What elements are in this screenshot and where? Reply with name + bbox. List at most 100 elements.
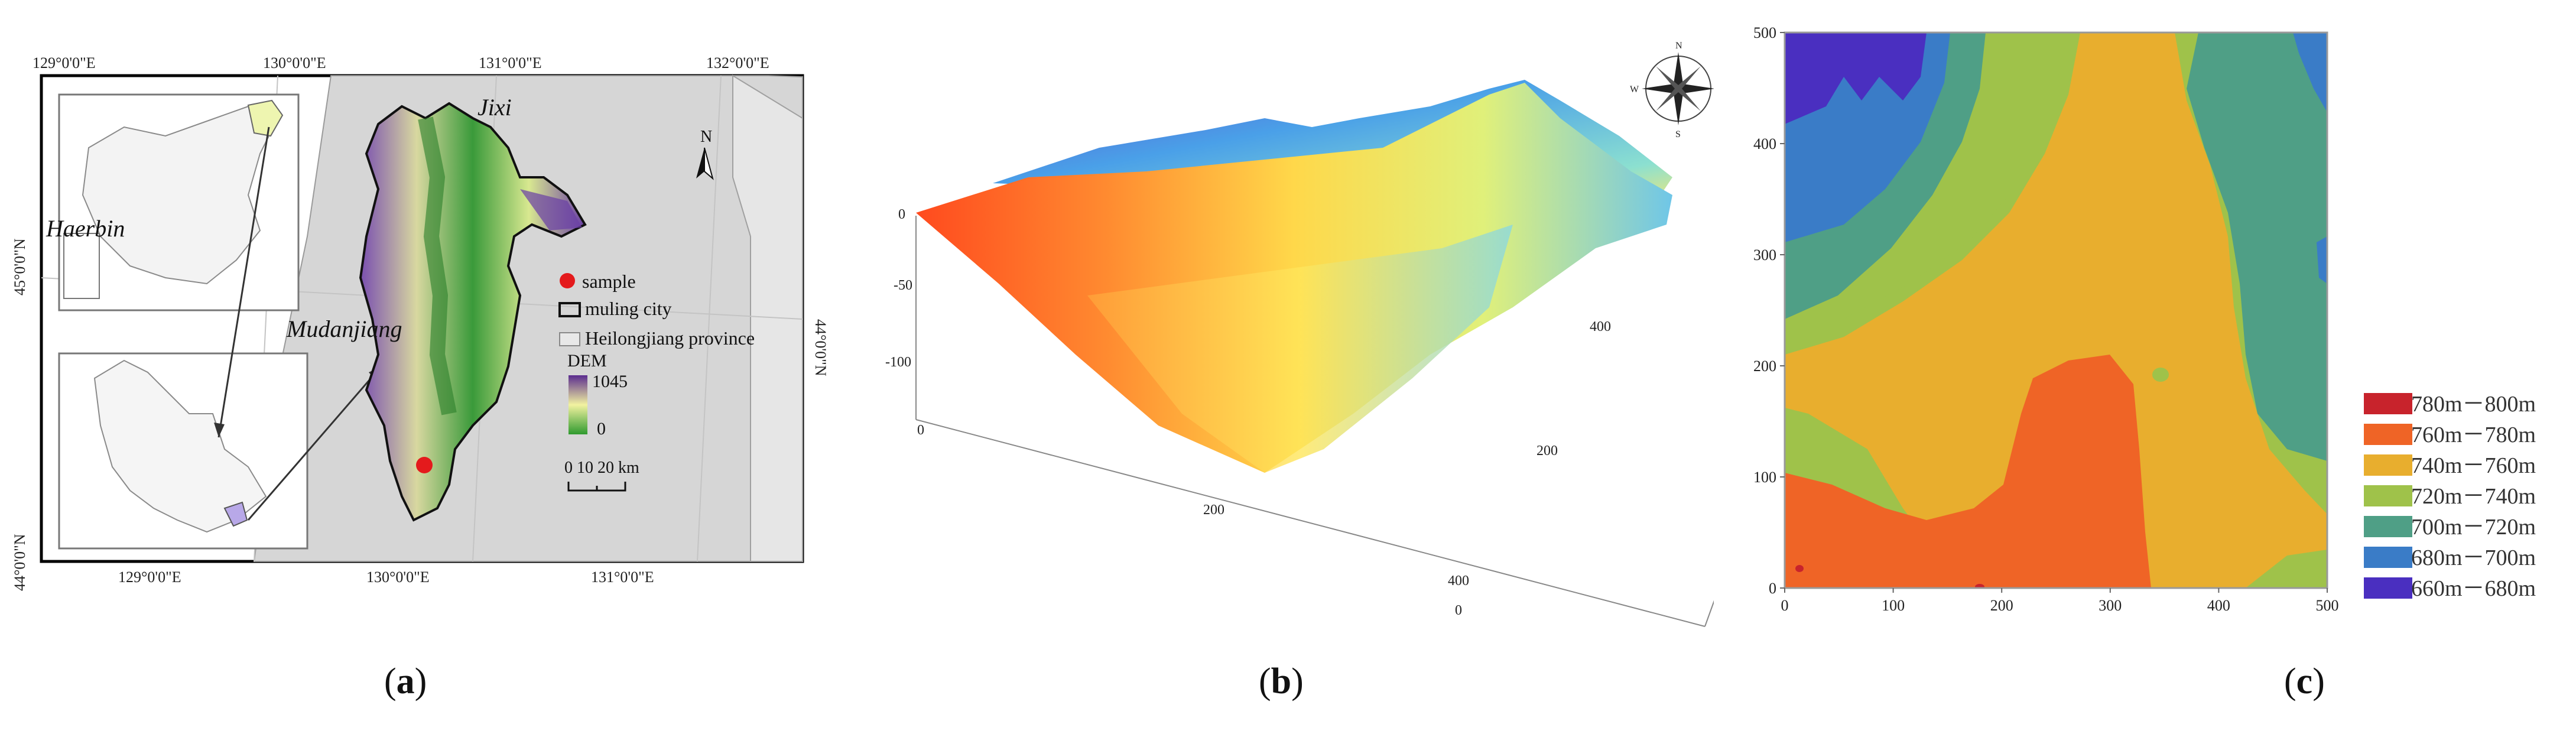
graticule-line: [697, 75, 722, 562]
compass-rose-icon: N S E W: [1630, 41, 1723, 139]
contour-legend: 780m－800m 760m－780m 740m－760m 720m－740m 700m…: [2364, 392, 2536, 601]
north-arrow-icon: [696, 148, 704, 178]
y-tick-label: 500: [1753, 24, 1776, 41]
contour-spot-780-800: [1975, 584, 1984, 588]
x-tick-label: 200: [1990, 597, 2013, 614]
arrow-china-to-province: [217, 126, 270, 438]
contour-band-680-700-edge: [2317, 236, 2327, 284]
z-tick-label: 0: [898, 207, 905, 222]
x-tick-label: 500: [2316, 597, 2339, 614]
svg-text:S: S: [1675, 129, 1681, 139]
y-tick-label: 400: [1590, 319, 1611, 334]
contour-band-660-680: [1785, 33, 1927, 124]
panel-a-location-map: 129°0'0"E 130°0'0"E 131°0'0"E 132°0'0"E …: [0, 0, 829, 731]
lat-label-left-2: 44°0'0"N: [11, 534, 28, 591]
muling-location: [223, 501, 248, 527]
legend-muling-label: muling city: [585, 298, 672, 319]
legend-province-label: Heilongjiang province: [585, 327, 755, 349]
x-tick-label: 400: [2207, 597, 2230, 614]
legend-swatch: [2364, 577, 2412, 599]
legend-dem-title: DEM: [567, 351, 607, 371]
caption-b: (b): [1259, 661, 1304, 701]
location-map-svg: 129°0'0"E 130°0'0"E 131°0'0"E 132°0'0"E …: [11, 54, 829, 591]
heilongjiang-outline: [93, 359, 267, 533]
north-arrow-icon-half: [704, 147, 714, 180]
city-label-mudanjiang: Mudanjiang: [286, 316, 402, 342]
arrow-province-to-city: [247, 366, 382, 521]
muling-city-dem: [359, 102, 587, 522]
plot-frame: [1784, 31, 2328, 589]
z-tick-label: -50: [894, 278, 912, 293]
caption-a: (a): [384, 661, 427, 701]
contour-plot-area: [1785, 33, 2327, 588]
x-tick-label: 400: [1448, 573, 1469, 589]
y-tick-label: 300: [1753, 246, 1776, 264]
legend-dem-ramp: [569, 375, 587, 434]
legend-province-icon: [559, 332, 580, 346]
contour-band-680-700-right: [2293, 33, 2327, 112]
scale-bar-label: 0 10 20 km: [564, 459, 639, 477]
sample-point: [416, 457, 433, 473]
caption-c: (c): [2284, 661, 2325, 701]
legend-label: 780m－800m: [2411, 392, 2536, 417]
panel-b-3d-terrain: 0 -50 -100 0 200 400 0 200 400 N S E W: [851, 0, 1782, 731]
legend-swatch: [2364, 547, 2412, 568]
china-outline: [82, 102, 279, 285]
x-tick-label: 0: [1781, 597, 1789, 614]
city-label-jixi: Jixi: [477, 94, 512, 121]
contour-spot-780-800: [1795, 565, 1804, 572]
lat-label-left-1: 45°0'0"N: [11, 238, 28, 295]
neighbor-region: [732, 74, 803, 562]
contour-band-740-760: [1785, 33, 2327, 588]
legend-label: 660m－680m: [2411, 576, 2536, 601]
lon-label-bottom-3: 131°0'0"E: [591, 569, 654, 586]
inset-south-sea: [63, 233, 100, 299]
legend-swatch: [2364, 424, 2412, 445]
panel-c-contour-map: 0 100 200 300 400 500 0 100 200 300 400 500 780m－80…: [1726, 0, 2576, 731]
terrain-front-slope: [1087, 225, 1513, 473]
z-tick-label: -100: [885, 355, 911, 370]
legend-swatch: [2364, 516, 2412, 537]
dem-valley: [418, 116, 457, 415]
lon-label-top-3: 131°0'0"E: [479, 54, 542, 72]
contour-svg: 0 100 200 300 400 500 0 100 200 300 400 500 780m－80…: [1753, 24, 2536, 614]
y-tick-label: 400: [1753, 135, 1776, 152]
contour-band-corner: [2246, 550, 2327, 588]
legend-label: 760m－780m: [2411, 423, 2536, 447]
y-tick-label: 0: [1769, 580, 1776, 597]
contour-band-700-720-right: [2187, 33, 2327, 461]
legend-dem-max: 1045: [592, 372, 628, 391]
dem-highland: [520, 189, 582, 230]
x-tick-label: 100: [1882, 597, 1905, 614]
legend-muling-icon: [558, 302, 581, 317]
lon-label-top-1: 129°0'0"E: [33, 54, 96, 72]
y-tick-label: 0: [1455, 603, 1462, 618]
legend-label: 700m－720m: [2411, 515, 2536, 540]
legend-dem-min: 0: [597, 419, 606, 439]
x-axis-line: [915, 419, 1706, 627]
north-label: N: [700, 128, 712, 146]
svg-text:N: N: [1675, 41, 1682, 51]
legend-sample-icon: [560, 273, 575, 288]
y-tick-label: 200: [1536, 443, 1558, 459]
svg-text:W: W: [1630, 85, 1639, 95]
legend-label: 720m－740m: [2411, 484, 2536, 509]
lon-label-bottom-2: 130°0'0"E: [366, 569, 430, 586]
legend-swatch: [2364, 454, 2412, 476]
y-tick-label: 100: [1753, 469, 1776, 486]
terrain-svg: 0 -50 -100 0 200 400 0 200 400 N S E W: [885, 41, 1782, 627]
contour-spot: [2152, 368, 2169, 382]
x-tick-label: 300: [2099, 597, 2122, 614]
y-tick-label: 200: [1753, 358, 1776, 375]
contour-band-760-780: [1785, 355, 2151, 588]
legend-swatch: [2364, 485, 2412, 506]
lat-label-right-1: 44°0'0"N: [812, 319, 827, 376]
arrowhead: [214, 423, 225, 437]
legend-label: 740m－760m: [2411, 453, 2536, 478]
lon-label-bottom-1: 129°0'0"E: [118, 569, 181, 586]
x-tick-label: 0: [917, 423, 924, 438]
city-label-haerbin: Haerbin: [46, 215, 125, 242]
x-tick-label: 200: [1203, 502, 1224, 518]
lon-label-top-2: 130°0'0"E: [263, 54, 326, 72]
lon-label-top-4: 132°0'0"E: [706, 54, 769, 72]
